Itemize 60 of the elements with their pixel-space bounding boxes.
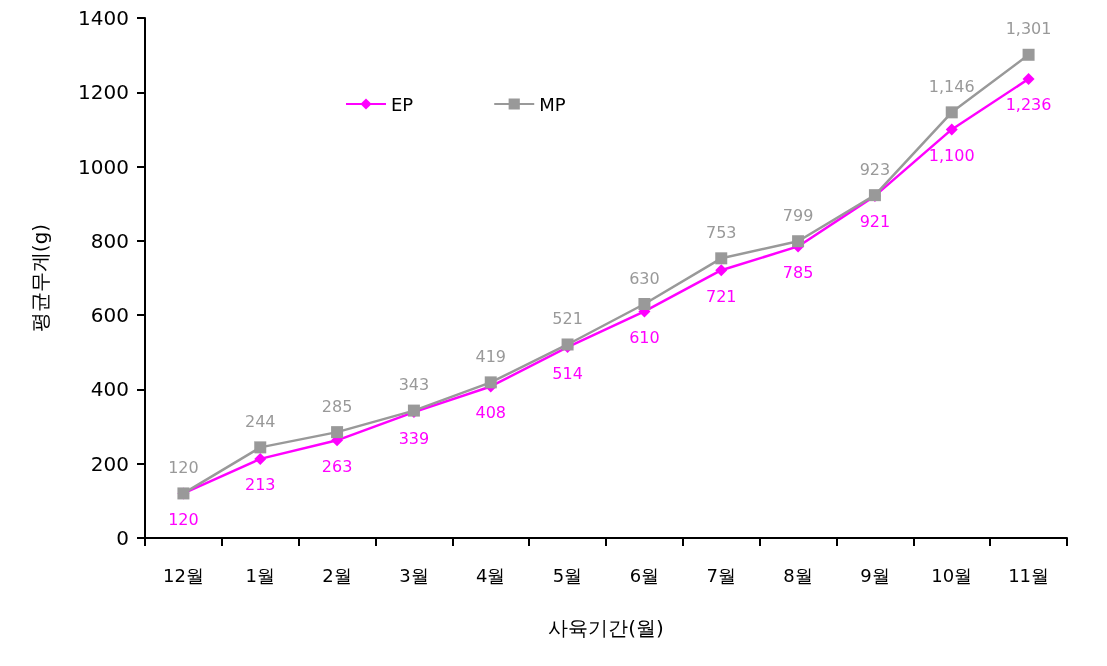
y-tick-label: 800	[90, 228, 129, 253]
x-tick-label: 2월	[322, 564, 352, 586]
point	[638, 298, 651, 310]
data-label: 213	[244, 475, 276, 495]
data-label: 630	[629, 268, 660, 288]
y-tick-label: 1000	[78, 154, 129, 179]
data-label: 923	[859, 159, 891, 179]
x-tick-label: 8월	[783, 564, 813, 586]
data-label: 263	[321, 456, 353, 476]
data-label: 1,236	[1005, 95, 1052, 115]
data-label: 610	[629, 327, 660, 347]
point	[792, 235, 805, 248]
point	[945, 123, 958, 136]
data-label: 244	[244, 411, 276, 431]
y-tick-label: 600	[90, 303, 129, 328]
x-axis-title: 사육기간(월)	[548, 616, 664, 640]
point	[715, 252, 728, 265]
data-label: 285	[321, 396, 353, 416]
data-label: 1,100	[928, 145, 975, 165]
x-tick-label: 12월	[162, 564, 204, 586]
x-tick-label: 4월	[476, 564, 506, 586]
data-label: 921	[859, 212, 891, 232]
data-label: 1,146	[928, 76, 975, 96]
x-tick-label: 6월	[629, 564, 660, 586]
data-label: 514	[552, 363, 583, 383]
data-label: 1,301	[1005, 19, 1052, 39]
y-tick-label: 400	[90, 377, 129, 402]
x-tick-label: 5월	[552, 564, 583, 586]
x-tick-label: 10월	[931, 564, 973, 586]
data-label: 721	[705, 286, 737, 306]
data-label: 419	[475, 346, 507, 366]
point	[484, 376, 497, 389]
data-label: 799	[782, 205, 814, 225]
data-label: 120	[168, 457, 199, 477]
y-axis-title: 평균무게(g)	[28, 223, 52, 333]
data-label: 339	[398, 428, 430, 448]
point	[254, 452, 267, 465]
data-label: 753	[705, 222, 737, 242]
point	[945, 106, 958, 119]
data-label: 343	[398, 375, 430, 395]
x-tick-label: 9월	[860, 564, 890, 586]
x-tick-label: 7월	[706, 564, 736, 586]
y-tick-label: 1400	[78, 6, 129, 30]
legend-label: MP	[539, 93, 566, 115]
point	[254, 441, 267, 454]
data-label: 408	[475, 402, 507, 422]
legend-label: EP	[391, 93, 414, 115]
data-label: 785	[782, 262, 814, 282]
x-tick-label: 11월	[1008, 564, 1050, 586]
point	[1022, 72, 1035, 85]
point	[1022, 48, 1035, 61]
y-tick-label: 0	[116, 526, 129, 550]
x-tick-label: 3월	[399, 564, 429, 586]
x-tick-label: 1월	[245, 564, 275, 586]
point	[715, 264, 728, 277]
y-tick-label: 1200	[78, 80, 129, 105]
point	[331, 426, 344, 439]
data-label: 120	[168, 509, 199, 529]
data-label: 521	[552, 308, 583, 328]
y-tick-label: 200	[90, 451, 129, 476]
